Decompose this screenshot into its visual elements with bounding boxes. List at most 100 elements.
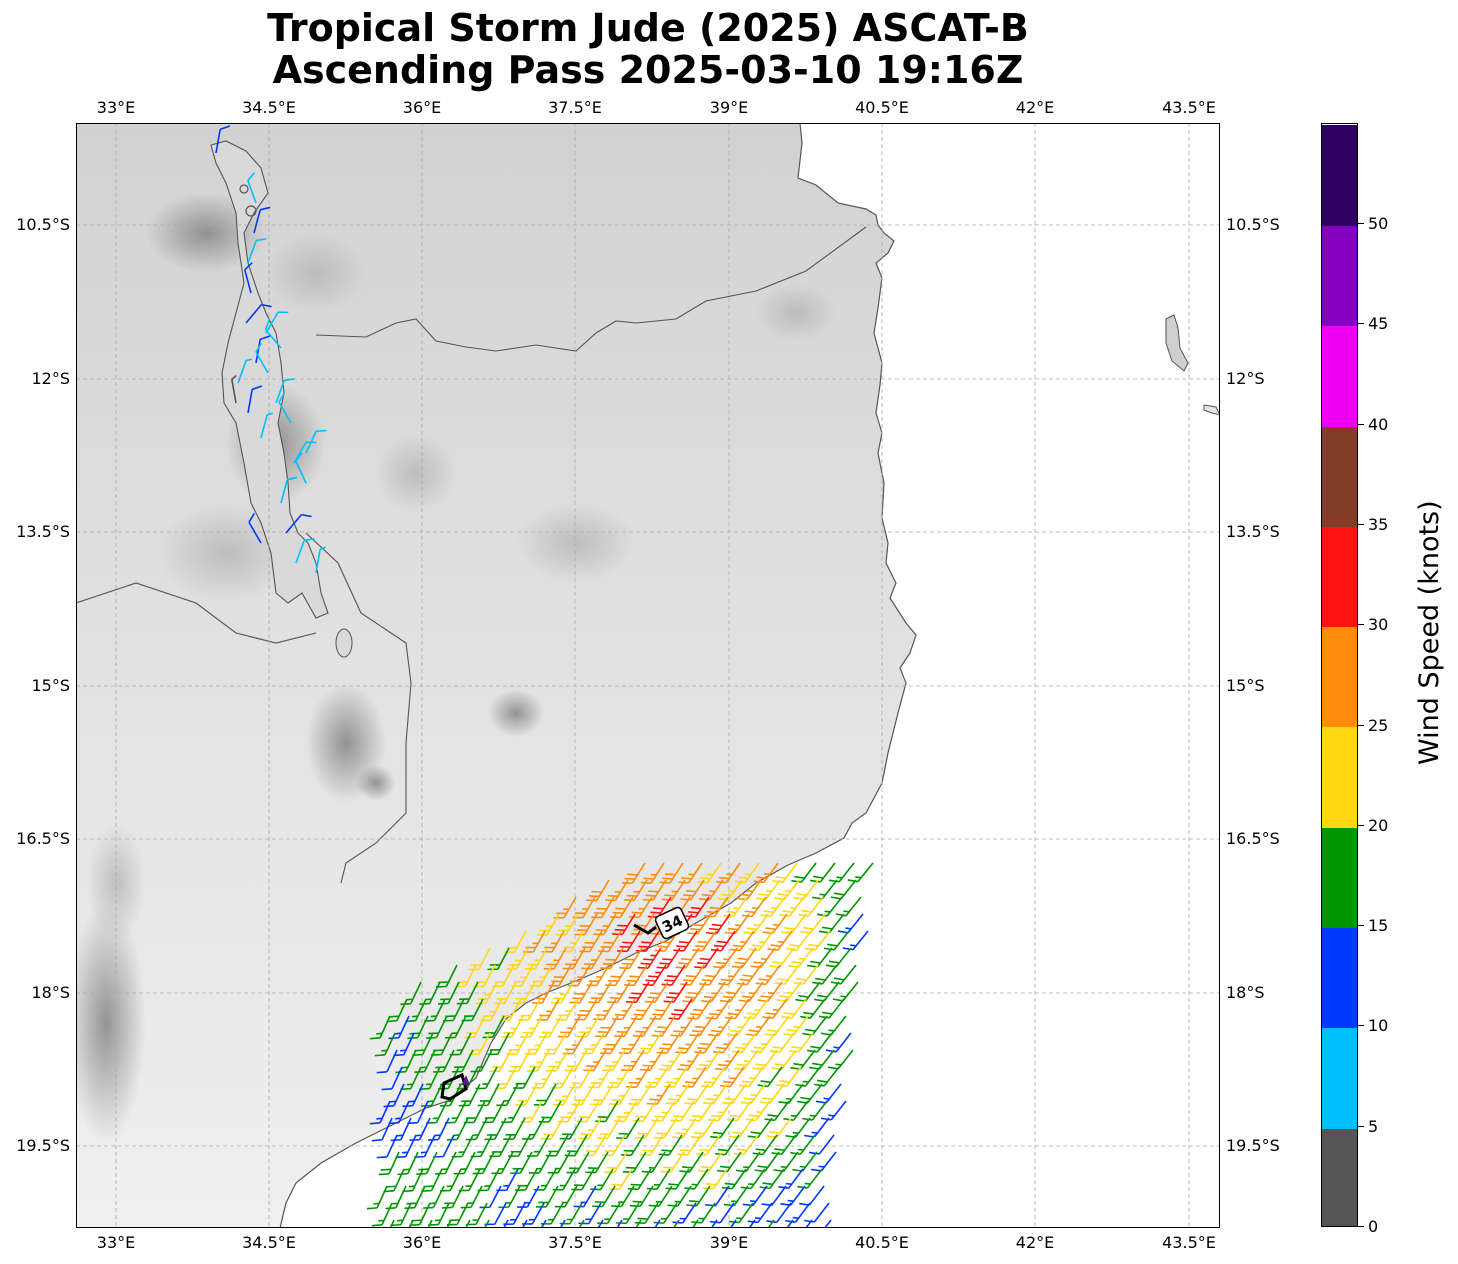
wind-barb [480, 998, 503, 1022]
wind-barb [731, 947, 757, 969]
wind-barb [550, 981, 574, 1004]
wind-barb [531, 1066, 555, 1089]
wind-barb [554, 1185, 578, 1208]
wind-barb [550, 1066, 574, 1089]
wind-barb [816, 896, 843, 917]
lat-tick-label-left: 10.5°S [16, 215, 70, 234]
lat-tick-label-right: 18°S [1226, 983, 1265, 1002]
wind-barb [315, 546, 326, 574]
storm-center-marker: 34 [440, 906, 690, 1101]
wind-barb [776, 981, 802, 1003]
colorbar-tick [1358, 323, 1364, 325]
lat-tick-label-left: 13.5°S [16, 522, 70, 541]
wind-barb [545, 1134, 569, 1157]
wind-barb [583, 1134, 607, 1157]
wind-barb [660, 1151, 685, 1173]
wind-barb [593, 913, 617, 936]
wind-barb [820, 1100, 847, 1121]
colorbar-tick [1358, 1025, 1364, 1027]
wind-barb [573, 1185, 597, 1208]
relief [376, 433, 456, 513]
wind-barb [717, 879, 743, 901]
wind-barb [381, 1066, 403, 1091]
wind-barb [595, 1100, 619, 1123]
wind-barb [247, 238, 267, 264]
wind-barb [385, 1185, 407, 1210]
country-border [76, 582, 317, 644]
wind-barb [598, 930, 622, 953]
relief [756, 283, 836, 343]
wind-barb [772, 862, 798, 884]
wind-barb [376, 1049, 398, 1074]
wind-barb [693, 1219, 718, 1228]
wind-barb [588, 1066, 612, 1089]
wind-barb [805, 930, 831, 951]
wind-barb [755, 879, 781, 901]
wind-barb [583, 1049, 607, 1072]
wind-barb [237, 358, 253, 384]
lat-tick-label-left: 18°S [31, 983, 70, 1002]
wind-barb [581, 1032, 605, 1055]
wind-barb [757, 981, 783, 1003]
wind-barb [605, 964, 629, 987]
colorbar [1321, 123, 1358, 1227]
wind-barb [561, 1219, 585, 1228]
map-svg: 34 [76, 123, 1220, 1228]
wind-barb [762, 913, 788, 935]
wind-barb [818, 913, 845, 934]
lon-tick-label-top: 42°E [1015, 98, 1055, 117]
wind-barb [430, 1219, 452, 1228]
wind-barb [811, 964, 838, 985]
wind-barb [672, 1117, 697, 1139]
wind-barb [253, 206, 271, 234]
wind-barb [646, 1083, 671, 1105]
wind-barb [557, 1015, 581, 1038]
wind-barb [788, 947, 814, 968]
wind-barb [642, 879, 667, 901]
wind-barb [804, 1202, 830, 1223]
wind-barb [622, 1151, 647, 1174]
wind-barb [714, 1049, 740, 1071]
wind-barb [275, 378, 295, 404]
wind-barb [538, 1100, 562, 1123]
wind-barb [644, 981, 669, 1003]
wind-barb [580, 1219, 604, 1228]
wind-barb [609, 1168, 633, 1191]
wind-barb [369, 1100, 391, 1125]
colorbar-segment [1322, 425, 1357, 527]
wind-barb [523, 930, 546, 953]
wind-barb [785, 1202, 811, 1223]
wind-barb [832, 981, 859, 1002]
wind-barb [525, 1032, 548, 1055]
wind-barb [788, 1032, 814, 1053]
wind-barb [719, 981, 745, 1003]
wind-barb [383, 1083, 405, 1108]
wind-barb [581, 947, 605, 970]
wind-barb [743, 913, 769, 935]
chart-title-line1: Tropical Storm Jude (2025) ASCAT-B [267, 6, 1029, 50]
wind-barb [625, 1066, 650, 1089]
wind-barb [837, 913, 864, 934]
colorbar-tick [1358, 925, 1364, 927]
wind-barb [599, 1219, 623, 1228]
wind-barb [783, 1100, 809, 1121]
wind-barb [726, 1015, 752, 1037]
wind-barb [280, 476, 298, 504]
lat-tick-label-right: 10.5°S [1226, 215, 1280, 234]
wind-barb [597, 1117, 621, 1140]
wind-barb [663, 981, 688, 1003]
wind-barb [402, 1083, 424, 1108]
wind-barb [295, 452, 307, 484]
island [245, 205, 257, 217]
wind-barb [588, 981, 612, 1004]
wind-barb [552, 1083, 576, 1106]
lat-tick-label-left: 19.5°S [16, 1136, 70, 1155]
wind-barb [733, 1049, 759, 1071]
lon-tick-label-bottom: 39°E [709, 1233, 749, 1252]
gridlines [76, 123, 1220, 1228]
comoros-island [1203, 404, 1220, 416]
map-panel: 34 [76, 123, 1220, 1228]
colorbar-segment [1322, 726, 1357, 828]
wind-barb [694, 947, 719, 969]
wind-barb [651, 1015, 676, 1037]
